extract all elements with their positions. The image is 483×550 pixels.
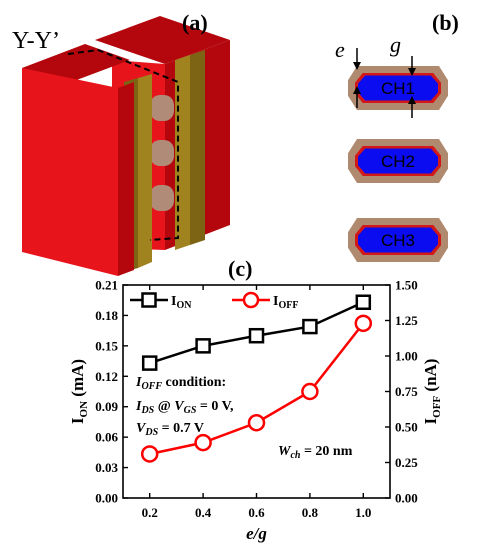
dimension-markers: e g [335,32,416,118]
spacer-front [138,74,152,268]
y-right-tick-label: 0.50 [395,420,418,435]
front-gate-front [22,68,118,276]
y-left-tick-label: 0.21 [95,278,118,293]
y-right-tick-label: 0.25 [395,455,418,470]
annotation-wch: Wch = 20 nm [278,444,353,461]
data-point [247,413,266,432]
legend-marker [242,291,260,309]
spacer-back-side [190,50,205,245]
channel-stubs [150,95,174,211]
front-gate-side [118,82,134,276]
series-on [141,294,372,371]
channel-core [358,148,438,174]
x-tick-label: 0.4 [195,505,212,520]
x-tick-label: 1.0 [355,505,371,520]
y-right-tick-label: 0.00 [395,491,418,506]
y-left-tick-label: 0.12 [95,369,118,384]
e-label: e [335,37,345,62]
legend-marker [141,292,157,308]
data-point [195,338,211,354]
panel-label-c: (c) [228,256,252,281]
x-axis-label: e/g [246,524,267,543]
data-point [141,355,158,371]
data-point [301,382,319,401]
annotation-bias-ds: VDS = 0.7 V [136,421,204,438]
data-point [355,294,372,310]
annotation-condition: IOFF condition: [135,375,226,392]
data-point [194,433,212,452]
y-right-tick-label: 0.75 [395,384,418,399]
annotations: IOFF condition: IDS @ VGS = 0 V, VDS = 0.7… [135,375,353,461]
y-left-tick-label: 0.18 [95,308,118,323]
y-right-axis-label: IOFF (nA) [421,359,443,425]
legend-label: ION [171,294,192,311]
channel-core [358,75,438,101]
y-left-tick-label: 0.15 [95,338,118,353]
channel-label: CH1 [381,79,415,98]
series-off [140,314,373,463]
y-left-tick-label: 0.00 [95,491,118,506]
cut-label: Y-Y’ [12,28,60,54]
y-left-tick-label: 0.06 [95,430,118,445]
channel-cross-section: CH1 [348,66,448,110]
channel-label: CH2 [381,152,415,171]
x-tick-label: 0.6 [248,505,265,520]
legend: ION IOFF [130,291,298,311]
y-left-tick-label: 0.09 [95,399,118,414]
channel-core [358,227,438,253]
y-right-tick-label: 1.00 [395,349,418,364]
x-tick-label: 0.2 [142,505,158,520]
x-tick-label: 0.8 [302,505,319,520]
back-gate-top [95,16,230,64]
y-left-tick-label: 0.03 [95,460,118,475]
y-right-tick-label: 1.50 [395,278,418,293]
channel-cross-section: CH3 [348,218,448,262]
chart: 0.2 0.4 0.6 0.8 1.0 0.00 0.03 0.06 0.09 0.12 0.15 0… [68,278,443,544]
data-point [248,327,265,344]
cut-plane [67,48,179,241]
data-point [354,314,373,333]
device-3d: Y-Y’ [12,16,230,276]
data-point [302,318,318,335]
data-point [140,445,159,463]
y-right-tick-label: 1.25 [395,313,418,328]
cross-sections: CH1 CH2 CH3 [348,66,448,262]
channel-label: CH3 [381,231,415,250]
panel-label-a: (a) [182,10,208,35]
panel-label-b: (b) [432,10,459,35]
plot-frame [122,284,391,499]
y-left-axis-label: ION (mA) [68,359,90,424]
g-label: g [390,32,401,57]
annotation-bias-gs: IDS @ VGS = 0 V, [135,399,233,416]
legend-label: IOFF [273,294,298,311]
channel-cross-section: CH2 [348,139,448,183]
